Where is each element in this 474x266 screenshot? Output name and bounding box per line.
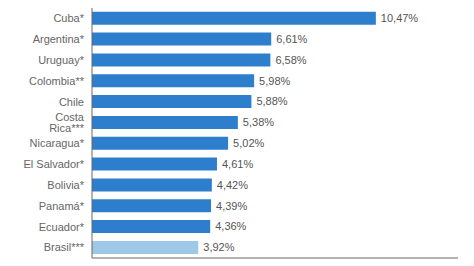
- svg-text:5,88%: 5,88%: [256, 95, 287, 107]
- svg-text:El Salvador*: El Salvador*: [23, 158, 84, 170]
- svg-text:Argentina*: Argentina*: [33, 33, 85, 45]
- svg-text:5,98%: 5,98%: [259, 75, 290, 87]
- svg-text:6,58%: 6,58%: [275, 54, 306, 66]
- svg-text:Brasil***: Brasil***: [44, 241, 85, 253]
- svg-text:CostaRica***: CostaRica***: [49, 111, 85, 134]
- svg-text:Bolivia*: Bolivia*: [47, 179, 84, 191]
- svg-text:5,38%: 5,38%: [243, 116, 274, 128]
- svg-text:Uruguay*: Uruguay*: [38, 54, 85, 66]
- svg-text:Panamá*: Panamá*: [39, 200, 85, 212]
- svg-text:5,02%: 5,02%: [233, 137, 264, 149]
- svg-text:4,39%: 4,39%: [216, 200, 247, 212]
- svg-text:3,92%: 3,92%: [203, 241, 234, 253]
- svg-text:Ecuador*: Ecuador*: [39, 221, 85, 233]
- svg-text:Cuba*: Cuba*: [53, 12, 84, 24]
- svg-text:4,61%: 4,61%: [222, 158, 253, 170]
- svg-text:Colombia**: Colombia**: [29, 75, 85, 87]
- svg-text:4,42%: 4,42%: [217, 179, 248, 191]
- svg-text:6,61%: 6,61%: [276, 33, 307, 45]
- svg-text:Chile: Chile: [59, 96, 84, 108]
- svg-text:Nicaragua*: Nicaragua*: [30, 137, 85, 149]
- svg-text:10,47%: 10,47%: [381, 12, 419, 24]
- svg-text:4,36%: 4,36%: [215, 220, 246, 232]
